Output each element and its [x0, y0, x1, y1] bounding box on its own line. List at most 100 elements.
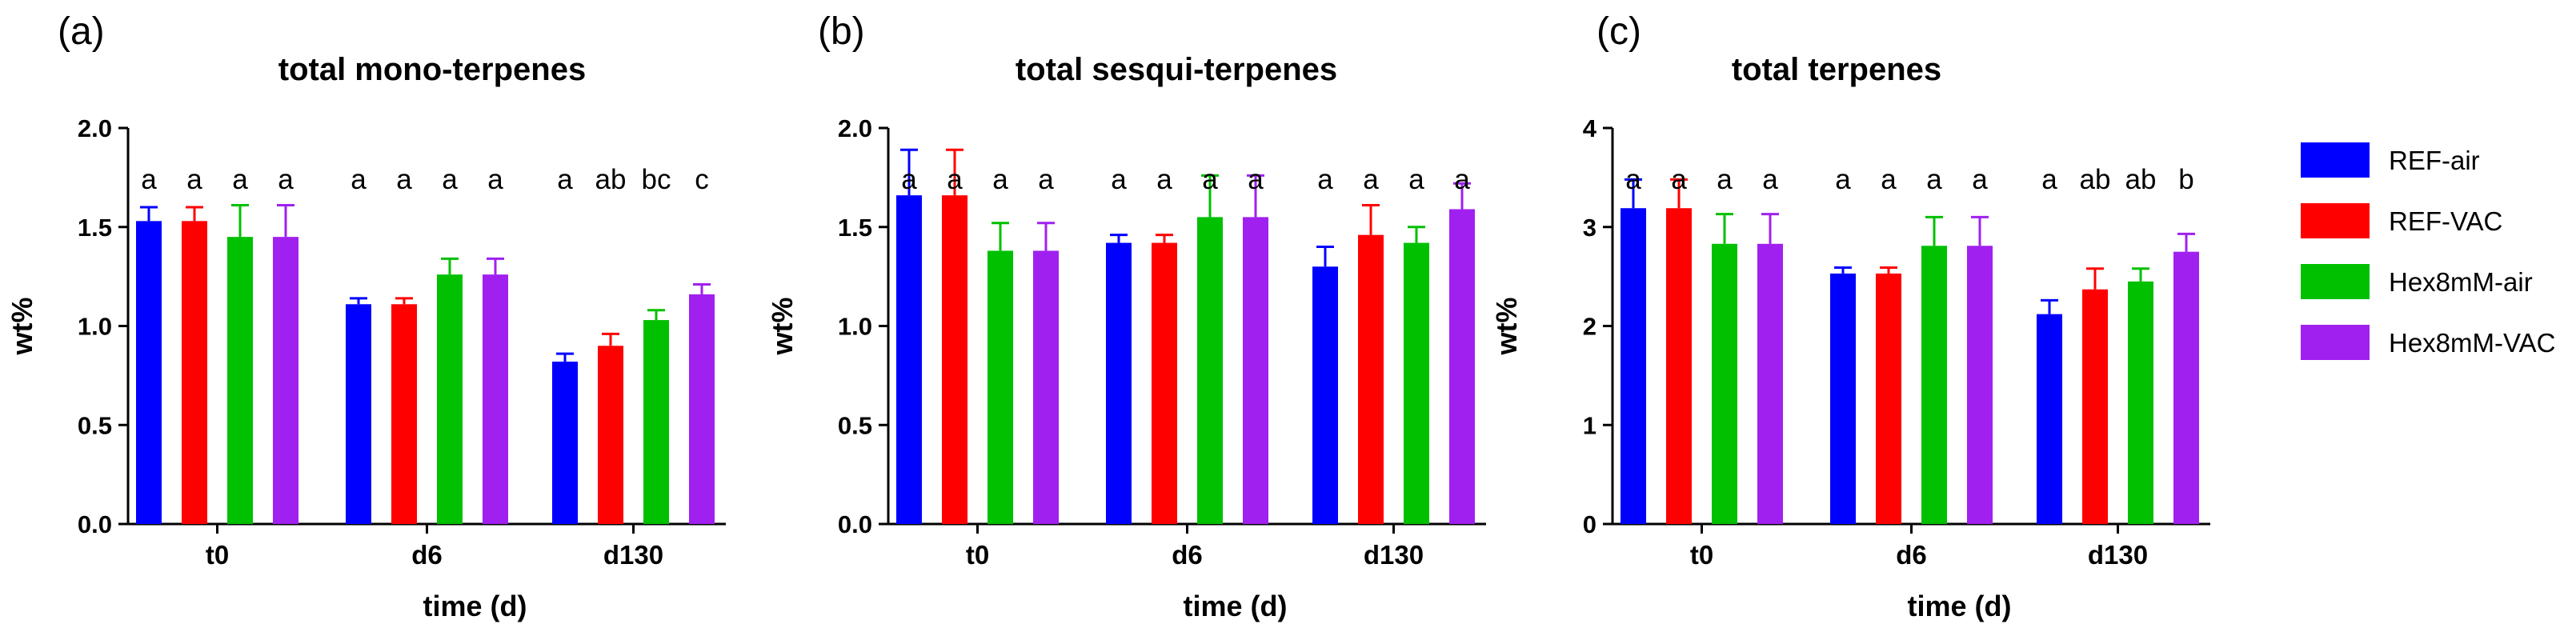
- significance-label: bc: [642, 164, 671, 195]
- bar: [1830, 273, 1856, 524]
- bar: [1358, 234, 1384, 524]
- y-tick-label: 2.0: [838, 114, 872, 142]
- significance-label: a: [442, 164, 458, 195]
- x-axis-title: time (d): [1184, 590, 1288, 622]
- x-axis-title: time (d): [423, 590, 527, 622]
- bar: [1106, 242, 1132, 524]
- significance-label: a: [141, 164, 157, 195]
- legend-label: REF-VAC: [2389, 206, 2502, 236]
- bar: [689, 294, 715, 524]
- y-tick-label: 2: [1583, 313, 1596, 341]
- significance-label: a: [2041, 164, 2057, 195]
- significance-label: a: [186, 164, 202, 195]
- panel-label: (c): [1596, 10, 1641, 53]
- y-axis-title: wt%: [1490, 298, 1523, 356]
- bar: [182, 221, 207, 524]
- bar: [1197, 217, 1223, 524]
- bar: [1621, 208, 1646, 524]
- significance-label: ab: [595, 164, 627, 195]
- chart-title: total sesqui-terpenes: [1016, 52, 1337, 87]
- legend-label: REF-air: [2389, 146, 2480, 175]
- bar: [643, 320, 669, 524]
- significance-label: a: [1156, 164, 1172, 195]
- legend-label: Hex8mM-VAC: [2389, 328, 2555, 358]
- significance-label: a: [557, 164, 573, 195]
- significance-label: a: [1972, 164, 1988, 195]
- significance-label: a: [396, 164, 412, 195]
- chart-title: total terpenes: [1732, 52, 1941, 87]
- panel-label: (a): [58, 10, 105, 53]
- panel-label: (b): [818, 10, 865, 53]
- significance-label: a: [901, 164, 917, 195]
- bar: [483, 274, 508, 524]
- y-tick-label: 0.5: [838, 411, 872, 439]
- bar: [1033, 250, 1059, 524]
- bar: [2128, 281, 2153, 524]
- bar: [1404, 242, 1429, 524]
- bar: [1712, 243, 1737, 524]
- significance-label: a: [1671, 164, 1687, 195]
- legend-swatch: [2301, 264, 2370, 299]
- significance-label: c: [695, 164, 709, 195]
- x-tick-label: t0: [206, 540, 229, 570]
- x-tick-label: d130: [1364, 540, 1424, 570]
- y-tick-label: 1.0: [838, 313, 872, 341]
- chart-title: total mono-terpenes: [278, 52, 586, 87]
- y-tick-label: 0.0: [78, 510, 112, 538]
- y-tick-label: 1.5: [78, 214, 112, 242]
- bar: [1921, 246, 1947, 524]
- legend-swatch: [2301, 142, 2370, 178]
- y-tick-label: 0.0: [838, 510, 872, 538]
- significance-label: a: [947, 164, 963, 195]
- significance-label: a: [1408, 164, 1424, 195]
- x-tick-label: d6: [411, 540, 443, 570]
- significance-label: a: [232, 164, 248, 195]
- bar: [988, 250, 1013, 524]
- bar: [346, 304, 371, 524]
- bar: [391, 304, 417, 524]
- significance-label: a: [1317, 164, 1333, 195]
- significance-label: a: [487, 164, 503, 195]
- chart-panel-1: (a) total mono-terpenes wt% 0.0 0.5 1.0 1.5 2.0…: [6, 10, 726, 622]
- significance-label: a: [1625, 164, 1641, 195]
- bar: [1449, 209, 1475, 524]
- bar: [136, 221, 162, 524]
- bar: [1876, 273, 1901, 524]
- significance-label: a: [1248, 164, 1264, 195]
- y-tick-label: 1.5: [838, 214, 872, 242]
- significance-label: a: [1835, 164, 1851, 195]
- significance-label: a: [278, 164, 294, 195]
- significance-label: a: [1363, 164, 1379, 195]
- significance-label: a: [992, 164, 1008, 195]
- y-tick-label: 4: [1583, 114, 1597, 142]
- significance-label: a: [1881, 164, 1897, 195]
- bar: [1243, 217, 1268, 524]
- legend-label: Hex8mM-air: [2389, 267, 2533, 297]
- legend-swatch: [2301, 203, 2370, 238]
- bar: [942, 195, 968, 524]
- y-tick-label: 2.0: [78, 114, 112, 142]
- bar: [2037, 314, 2062, 524]
- bar: [2082, 289, 2108, 524]
- y-tick-label: 3: [1583, 214, 1596, 242]
- significance-label: a: [1762, 164, 1778, 195]
- x-tick-label: t0: [1690, 540, 1713, 570]
- significance-label: ab: [2080, 164, 2111, 195]
- bar: [437, 274, 463, 524]
- significance-label: a: [351, 164, 367, 195]
- significance-label: ab: [2125, 164, 2157, 195]
- significance-label: a: [1717, 164, 1733, 195]
- legend-swatch: [2301, 325, 2370, 360]
- significance-label: a: [1038, 164, 1054, 195]
- bar: [598, 346, 623, 524]
- x-tick-label: d130: [603, 540, 663, 570]
- bar: [1967, 246, 1993, 524]
- x-tick-label: t0: [966, 540, 989, 570]
- y-tick-label: 0.5: [78, 411, 112, 439]
- y-tick-label: 1.0: [78, 313, 112, 341]
- significance-label: a: [1202, 164, 1218, 195]
- y-axis-title: wt%: [6, 298, 38, 356]
- bar: [1666, 208, 1692, 524]
- legend: REF-air REF-VAC Hex8mM-air Hex8mM-VAC: [2301, 142, 2555, 360]
